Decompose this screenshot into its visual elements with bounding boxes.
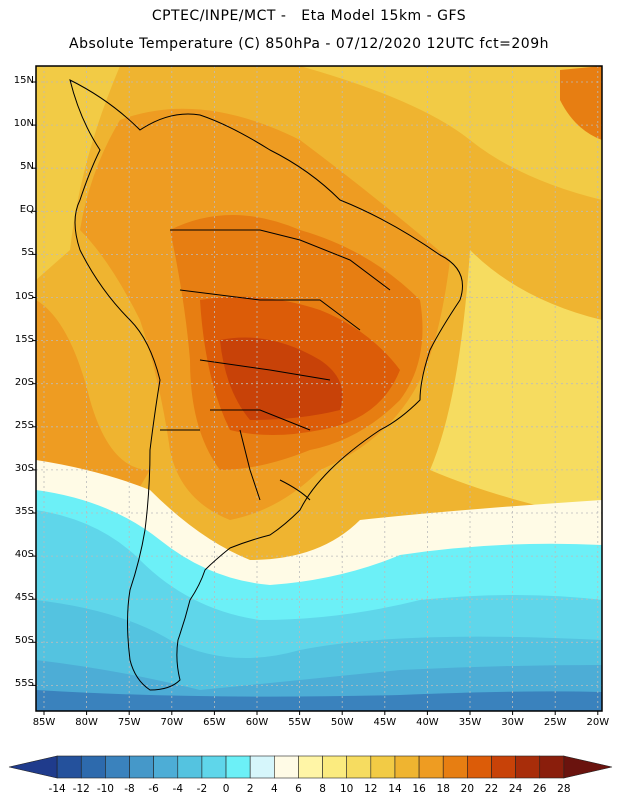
colorbar-swatch xyxy=(249,755,275,779)
colorbar-swatch xyxy=(515,755,541,779)
colorbar-tick-label: 14 xyxy=(388,783,402,795)
lat-label: 15S xyxy=(14,333,34,345)
lat-label: 25S xyxy=(14,419,34,431)
colorbar-swatch xyxy=(491,755,516,779)
lat-label: 45S xyxy=(14,592,34,604)
lat-label: EQ xyxy=(19,204,34,216)
colorbar-tick-label: 16 xyxy=(412,783,426,795)
colorbar-swatch xyxy=(370,755,396,779)
lon-label: 30W xyxy=(501,717,524,728)
lon-label: 50W xyxy=(330,717,354,728)
colorbar-tick-label: -8 xyxy=(124,783,135,795)
colorbar-swatch xyxy=(56,755,82,779)
lat-label: 5N xyxy=(20,161,34,173)
lat-label: 35S xyxy=(14,506,34,517)
colorbar-tick-label: 20 xyxy=(460,783,475,795)
colorbar-tick-label: 6 xyxy=(295,783,302,795)
colorbar-tick-label: 18 xyxy=(436,783,450,795)
map-title-line1: CPTEC/INPE/MCT - Eta Model 15km - GFS xyxy=(151,8,467,24)
colorbar-tick-label: 12 xyxy=(364,783,378,795)
colorbar-swatch xyxy=(225,755,251,779)
colorbar-swatch xyxy=(442,755,468,779)
colorbar-tick-label: 10 xyxy=(340,783,354,795)
coastlines xyxy=(69,79,463,691)
colorbar-tick-label: 28 xyxy=(557,783,571,795)
colorbar-tick-label: -12 xyxy=(72,783,90,795)
lat-label: 20S xyxy=(14,376,34,388)
colorbar-swatch xyxy=(539,755,565,779)
lat-label: 10S xyxy=(14,290,34,302)
lon-label: 25W xyxy=(543,717,567,728)
colorbar-swatch xyxy=(394,755,420,779)
colorbar-swatch xyxy=(322,755,347,779)
colorbar xyxy=(8,755,613,779)
colorbar-swatch xyxy=(274,755,299,779)
map-title-line2: Absolute Temperature (C) 850hPa - 07/12/… xyxy=(69,36,549,52)
colorbar-swatch xyxy=(563,755,613,779)
colorbar-swatch xyxy=(418,755,444,779)
lat-label: 40S xyxy=(14,549,34,561)
colorbar-swatch xyxy=(129,755,154,779)
lon-label: 80W xyxy=(75,717,98,728)
colorbar-tick-label: -14 xyxy=(48,783,66,795)
colorbar-swatch xyxy=(105,755,130,779)
map-frame xyxy=(35,65,603,712)
colorbar-tick-label: 24 xyxy=(508,783,523,795)
lat-label: 55S xyxy=(14,678,34,690)
colorbar-tick-label: 2 xyxy=(246,783,254,795)
colorbar-tick-label: 0 xyxy=(222,783,230,795)
lon-label: 55W xyxy=(288,717,311,728)
colorbar-tick-label: -4 xyxy=(172,783,184,795)
colorbar-swatch xyxy=(8,755,58,779)
lat-label: 5S xyxy=(21,247,34,259)
lon-label: 45W xyxy=(373,717,397,728)
colorbar-swatch xyxy=(201,755,227,779)
lon-label: 35W xyxy=(458,717,482,728)
colorbar-swatch xyxy=(177,755,203,779)
temperature-field xyxy=(36,66,602,711)
lon-label: 65W xyxy=(203,717,226,728)
lon-label: 85W xyxy=(32,717,56,728)
colorbar-swatch xyxy=(80,755,106,779)
lon-label: 75W xyxy=(117,717,141,728)
colorbar-swatch xyxy=(153,755,179,779)
colorbar-swatch xyxy=(298,755,323,779)
lat-label: 15N xyxy=(13,75,34,86)
colorbar-swatch xyxy=(346,755,372,779)
colorbar-tick-label: -10 xyxy=(96,783,114,795)
graticule xyxy=(36,66,602,711)
colorbar-tick-label: -6 xyxy=(148,783,159,795)
lat-label: 30S xyxy=(14,462,34,474)
lon-label: 70W xyxy=(160,717,184,728)
colorbar-swatch xyxy=(467,755,492,779)
lon-label: 40W xyxy=(416,717,439,728)
colorbar-tick-label: 26 xyxy=(533,783,547,795)
axis-ticks xyxy=(32,81,599,715)
colorbar-tick-label: -2 xyxy=(196,783,208,795)
colorbar-tick-label: 22 xyxy=(484,783,499,795)
lat-label: 50S xyxy=(14,635,34,647)
lon-label: 60W xyxy=(245,717,269,728)
colorbar-tick-label: 4 xyxy=(270,783,278,795)
lon-label: 20W xyxy=(586,717,610,728)
colorbar-tick-label: 8 xyxy=(319,783,326,795)
lat-label: 10N xyxy=(13,118,34,130)
